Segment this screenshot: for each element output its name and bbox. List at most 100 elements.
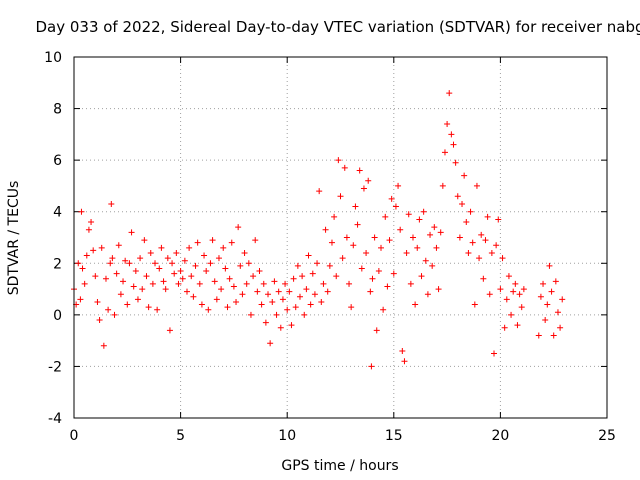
data-point	[554, 309, 561, 316]
data-point	[194, 239, 201, 246]
data-point	[279, 296, 286, 303]
data-point	[505, 273, 512, 280]
data-point	[192, 262, 199, 269]
data-point	[403, 249, 410, 256]
data-point	[373, 327, 380, 334]
data-point	[405, 211, 412, 218]
data-point	[354, 221, 361, 228]
data-point	[416, 216, 423, 223]
data-point	[486, 291, 493, 298]
data-point	[326, 262, 333, 269]
x-tick-label: 0	[70, 428, 79, 444]
data-point	[233, 298, 240, 305]
data-point	[452, 159, 459, 166]
data-point	[493, 242, 500, 249]
data-point	[378, 244, 385, 251]
data-point	[156, 265, 163, 272]
data-point	[196, 280, 203, 287]
y-tick-label: -4	[48, 411, 62, 427]
data-point	[262, 319, 269, 326]
data-point	[120, 278, 127, 285]
data-point	[75, 260, 82, 267]
data-point	[409, 234, 416, 241]
data-point	[491, 350, 498, 357]
data-point	[164, 255, 171, 262]
data-point	[113, 270, 120, 277]
data-point	[320, 280, 327, 287]
data-point	[250, 273, 257, 280]
data-point	[237, 262, 244, 269]
data-point	[352, 203, 359, 210]
data-point	[439, 182, 446, 189]
data-point	[367, 288, 374, 295]
data-point	[331, 213, 338, 220]
data-point	[518, 304, 525, 311]
data-point	[488, 249, 495, 256]
data-point	[301, 311, 308, 318]
data-point	[450, 141, 457, 148]
data-point	[213, 296, 220, 303]
data-point	[546, 262, 553, 269]
data-point	[335, 157, 342, 164]
data-point	[341, 164, 348, 171]
data-point	[241, 249, 248, 256]
data-point	[437, 229, 444, 236]
data-point	[132, 268, 139, 275]
y-tick-label: 8	[53, 102, 62, 118]
data-point	[256, 268, 263, 275]
data-point	[461, 172, 468, 179]
data-point	[397, 226, 404, 233]
x-tick-label: 5	[176, 428, 185, 444]
data-point	[169, 260, 176, 267]
data-point	[181, 257, 188, 264]
data-point	[152, 260, 159, 267]
data-point	[292, 304, 299, 311]
chart-title: Day 033 of 2022, Sidereal Day-to-day VTE…	[35, 18, 640, 36]
data-point	[333, 273, 340, 280]
data-point	[392, 203, 399, 210]
y-tick-label: 10	[44, 50, 62, 66]
data-point	[117, 291, 124, 298]
data-point	[535, 332, 542, 339]
data-point	[96, 317, 103, 324]
data-point	[100, 342, 107, 349]
data-point	[548, 288, 555, 295]
data-point	[305, 252, 312, 259]
data-point	[81, 280, 88, 287]
data-point	[446, 90, 453, 97]
x-tick-label: 25	[598, 428, 616, 444]
data-point	[365, 177, 372, 184]
data-point	[514, 322, 521, 329]
data-point	[145, 304, 152, 311]
data-point	[424, 291, 431, 298]
data-point	[407, 280, 414, 287]
y-tick-label: -2	[48, 359, 62, 375]
data-point	[401, 358, 408, 365]
data-point	[388, 195, 395, 202]
data-point	[368, 363, 375, 370]
data-point	[420, 208, 427, 215]
data-point	[137, 255, 144, 262]
data-point	[552, 278, 559, 285]
data-point	[427, 231, 434, 238]
data-point	[260, 280, 267, 287]
data-point	[230, 283, 237, 290]
data-point	[358, 265, 365, 272]
data-point	[497, 286, 504, 293]
y-tick-label: 4	[53, 205, 62, 221]
data-point	[303, 286, 310, 293]
data-point	[265, 291, 272, 298]
data-point	[288, 322, 295, 329]
data-point	[275, 288, 282, 295]
data-point	[107, 260, 114, 267]
grid-lines	[74, 57, 607, 418]
data-point	[252, 237, 259, 244]
data-point	[85, 226, 92, 233]
data-point	[476, 255, 483, 262]
data-point	[520, 286, 527, 293]
data-point	[160, 278, 167, 285]
data-point	[126, 260, 133, 267]
data-point	[484, 213, 491, 220]
data-point	[92, 273, 99, 280]
